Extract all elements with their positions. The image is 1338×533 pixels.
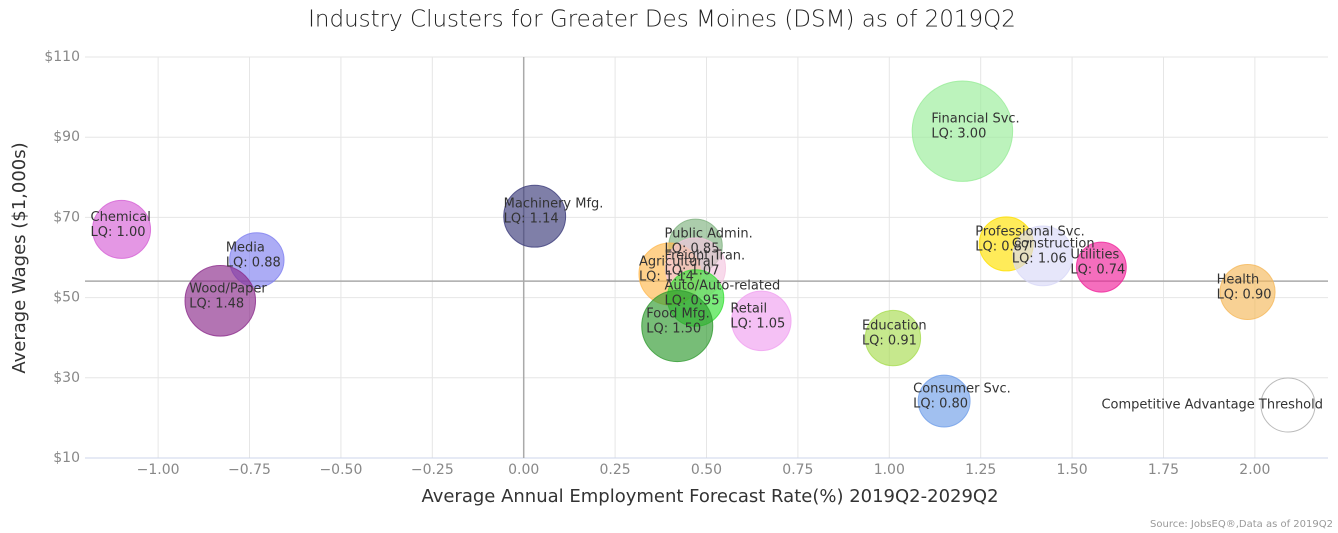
threshold-label: Competitive Advantage Threshold: [1101, 398, 1323, 413]
x-tick-label: 0.25: [600, 462, 631, 478]
bubble-value-label: LQ: 3.00: [931, 127, 986, 142]
x-tick-label: 1.75: [1148, 462, 1179, 478]
bubble-label: Financial Svc.: [931, 112, 1019, 127]
x-tick-label: 1.50: [1057, 462, 1088, 478]
bubble-value-label: LQ: 1.14: [504, 212, 559, 227]
bubble: [1219, 263, 1276, 320]
bubble: [1012, 225, 1074, 287]
x-tick-label: 0.50: [691, 462, 722, 478]
bubble-label: Food Mfg.: [646, 307, 709, 322]
x-axis-label: Average Annual Employment Forecast Rate(…: [421, 486, 998, 507]
bubble-value-label: LQ: 0.91: [862, 334, 917, 349]
bubble-value-label: LQ: 0.95: [665, 294, 720, 309]
source-note: Source: JobsEQ®,Data as of 2019Q2: [1150, 519, 1333, 530]
y-axis-label: Average Wages ($1,000s): [9, 142, 30, 373]
bubble-value-label: LQ: 0.88: [226, 255, 281, 270]
bubble-label: Auto/Auto-related: [665, 279, 781, 294]
bubble: [917, 374, 971, 428]
bubble: [503, 184, 567, 248]
bubble-label: Freight Tran.: [665, 248, 746, 263]
bubble-label: Agricultural: [639, 254, 714, 269]
x-tick-label: −1.00: [137, 462, 180, 478]
y-tick-label: $90: [53, 129, 80, 145]
bubble: [1075, 241, 1127, 293]
bubble: [864, 309, 922, 367]
bubble-label: Construction: [1012, 236, 1095, 251]
bubble-label: Professional Svc.: [975, 224, 1084, 239]
bubble-label: Machinery Mfg.: [504, 197, 604, 212]
bubble-label: Chemical: [91, 210, 151, 225]
bubble: [92, 199, 152, 259]
bubble-label: Utilities: [1070, 248, 1119, 263]
bubble-value-label: LQ: 1.14: [639, 269, 694, 284]
y-tick-label: $10: [53, 450, 80, 466]
bubble-value-label: LQ: 1.07: [665, 263, 720, 278]
bubble-value-label: LQ: 0.87: [975, 239, 1030, 254]
bubble-value-label: LQ: 1.48: [189, 296, 244, 311]
bubble-label: Health: [1217, 272, 1260, 287]
y-tick-label: $110: [44, 49, 80, 65]
bubble-value-label: LQ: 1.00: [91, 225, 146, 240]
bubble: [911, 80, 1014, 182]
y-tick-label: $30: [53, 370, 80, 386]
bubble-value-label: LQ: 1.06: [1012, 251, 1067, 266]
x-tick-label: −0.75: [228, 462, 271, 478]
chart-title: Industry Clusters for Greater Des Moines…: [308, 7, 1016, 33]
y-tick-label: $50: [53, 290, 80, 306]
y-tick-label: $70: [53, 209, 80, 225]
threshold-marker: [1260, 377, 1316, 433]
bubble-value-label: LQ: 0.74: [1070, 263, 1125, 278]
x-tick-label: −0.50: [319, 462, 362, 478]
bubble-label: Media: [226, 240, 265, 255]
x-tick-label: 1.25: [965, 462, 996, 478]
bubble-label: Education: [862, 319, 927, 334]
x-tick-label: 2.00: [1239, 462, 1270, 478]
bubble-value-label: LQ: 1.50: [646, 322, 701, 337]
x-tick-label: 0.00: [508, 462, 539, 478]
bubble-label: Public Admin.: [665, 226, 753, 241]
bubble-value-label: LQ: 0.90: [1217, 287, 1272, 302]
bubble-label: Wood/Paper: [189, 281, 267, 296]
x-tick-label: 0.75: [782, 462, 813, 478]
bubble-value-label: LQ: 0.85: [665, 241, 720, 256]
bubble-value-label: LQ: 0.80: [913, 397, 968, 412]
bubble-label: Consumer Svc.: [913, 382, 1011, 397]
bubble-label: Retail: [730, 301, 767, 316]
x-tick-label: −0.25: [411, 462, 454, 478]
bubble: [184, 265, 257, 337]
bubble-value-label: LQ: 1.05: [730, 316, 785, 331]
bubble: [641, 290, 714, 363]
x-tick-label: 1.00: [874, 462, 905, 478]
bubble: [731, 290, 792, 352]
